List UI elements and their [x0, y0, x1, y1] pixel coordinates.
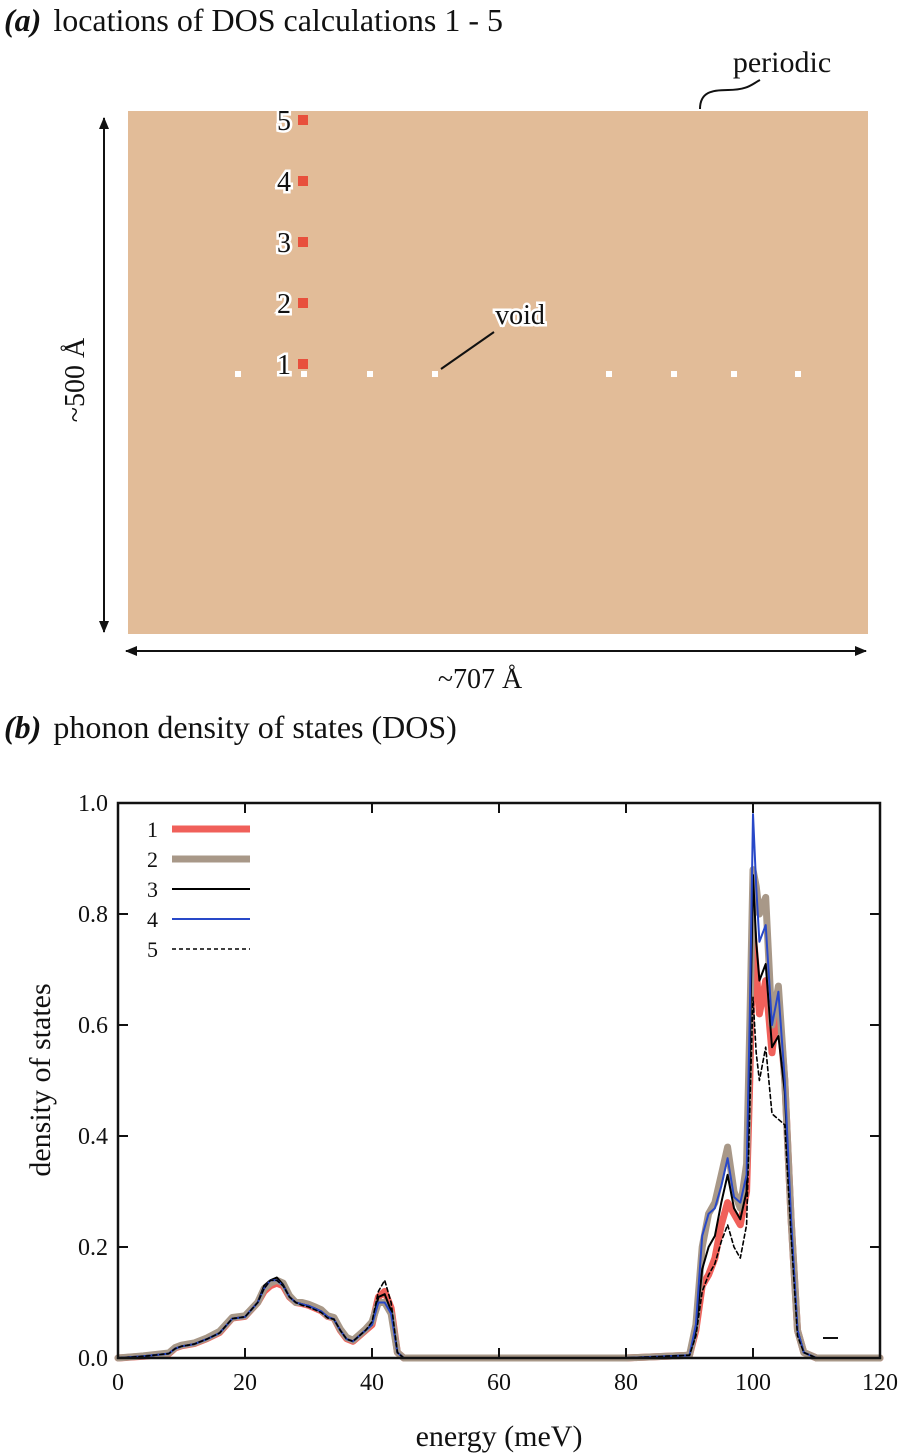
void-dot	[795, 371, 801, 377]
x-tick-label: 80	[614, 1370, 638, 1396]
location-label-4: 4	[277, 167, 291, 198]
x-tick-label: 120	[862, 1370, 898, 1396]
void-leader	[440, 331, 495, 370]
location-label-5: 5	[277, 106, 291, 137]
legend-label-4: 4	[147, 907, 158, 932]
location-label-1: 1	[277, 350, 291, 381]
sample-region	[128, 111, 868, 634]
y-tick-label: 0.2	[78, 1235, 108, 1261]
legend-label-5: 5	[147, 937, 158, 962]
periodic-leader	[699, 79, 761, 110]
void-dot	[432, 371, 438, 377]
panel-b-tag: (b)	[4, 709, 42, 745]
void-dot	[671, 371, 677, 377]
height-label: ~500 Å	[60, 337, 91, 422]
void-dot	[235, 371, 241, 377]
panel-b-title: (b) phonon density of states (DOS)	[4, 709, 457, 746]
panel-a-title: (a) locations of DOS calculations 1 - 5	[4, 2, 503, 39]
location-marker-2	[298, 298, 308, 308]
series-1-line	[114, 927, 884, 1362]
legend-label-2: 2	[147, 847, 158, 872]
periodic-label: periodic	[733, 46, 831, 79]
location-label-2: 2	[277, 289, 291, 320]
panel-a-tag: (a)	[4, 2, 42, 38]
legend-label-3: 3	[147, 877, 158, 902]
plot-frame	[116, 801, 882, 1360]
void-dot	[301, 371, 307, 377]
series-5-line	[117, 996, 881, 1359]
x-tick-label: 0	[112, 1370, 124, 1396]
panel-a-title-text: locations of DOS calculations 1 - 5	[53, 2, 503, 38]
y-axis-label: density of states	[24, 983, 57, 1176]
x-tick-label: 60	[487, 1370, 511, 1396]
x-tick-label: 40	[360, 1370, 384, 1396]
series-2-line	[114, 866, 884, 1362]
y-tick-label: 0.8	[78, 902, 108, 928]
void-dot	[731, 371, 737, 377]
x-tick-label: 100	[735, 1370, 771, 1396]
y-tick-label: 0.6	[78, 1013, 108, 1039]
void-dot	[606, 371, 612, 377]
width-label: ~707 Å	[438, 664, 523, 695]
location-marker-1	[298, 359, 308, 369]
location-label-3: 3	[277, 228, 291, 259]
y-tick-label: 0.0	[78, 1346, 108, 1372]
x-tick-label: 20	[233, 1370, 257, 1396]
legend-label-1: 1	[147, 817, 158, 842]
location-marker-5	[298, 115, 308, 125]
x-axis-label: energy (meV)	[416, 1420, 583, 1453]
location-markers: 1 2 3 4 5	[275, 104, 308, 384]
void-dot	[367, 371, 373, 377]
panel-b-title-text: phonon density of states (DOS)	[53, 709, 457, 745]
sample-schematic: ~500 Å ~707 Å periodic void 1 2 3 4 5	[60, 46, 868, 695]
void-row	[235, 371, 801, 377]
location-marker-4	[298, 176, 308, 186]
void-label: void	[495, 300, 545, 331]
y-tick-label: 1.0	[78, 791, 108, 817]
y-tick-label: 0.4	[78, 1124, 108, 1150]
location-marker-3	[298, 237, 308, 247]
